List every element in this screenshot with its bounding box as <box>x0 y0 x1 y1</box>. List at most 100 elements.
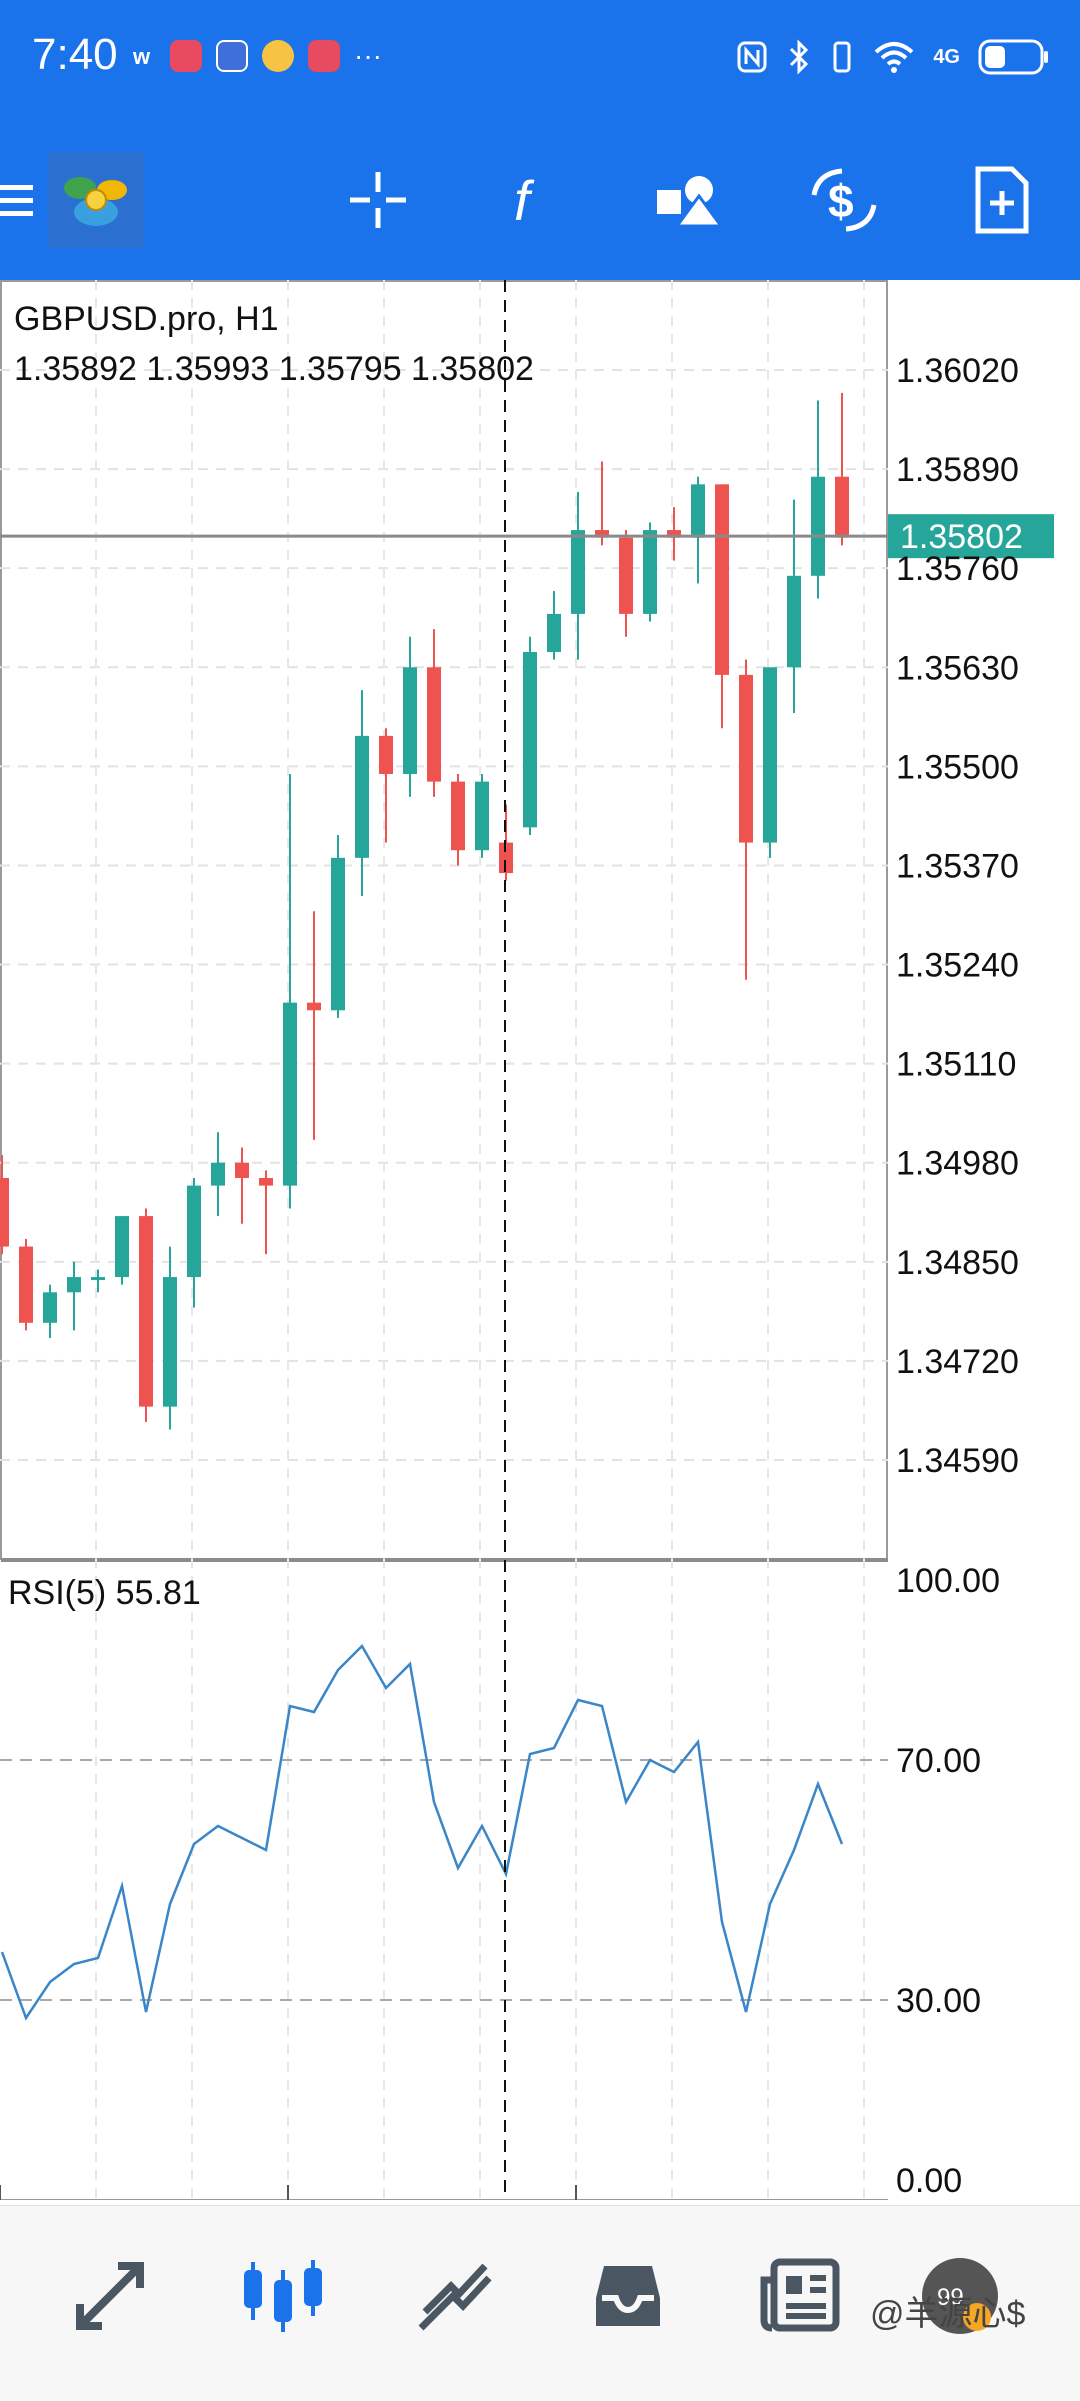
price-tick-label: 1.35890 <box>896 451 1019 489</box>
price-tick-label: 1.34590 <box>896 1442 1019 1480</box>
candle <box>235 1147 249 1224</box>
candle-body <box>523 652 537 828</box>
rsi-tick-label: 70.00 <box>896 1742 981 1780</box>
candle <box>451 773 465 866</box>
price-tick-label: 1.35240 <box>896 947 1019 985</box>
candle-body <box>43 1292 57 1323</box>
nav-messages[interactable]: 99 <box>910 2246 1010 2346</box>
price-tick-label: 1.35500 <box>896 748 1019 786</box>
candle-body <box>739 674 753 843</box>
candle-body <box>595 530 609 538</box>
huawei-app-icon-2 <box>308 40 340 72</box>
candle <box>43 1284 57 1339</box>
nfc-icon <box>737 41 767 73</box>
nav-trade[interactable] <box>405 2246 505 2346</box>
trade-icon: $ <box>811 168 877 232</box>
trade-button[interactable]: $ <box>802 158 886 242</box>
candle <box>715 484 729 729</box>
candle <box>163 1246 177 1430</box>
price-tick-label: 1.34980 <box>896 1145 1019 1183</box>
menu-button[interactable] <box>0 158 66 242</box>
rsi-tick-label: 100.00 <box>896 1562 1000 1600</box>
objects-icon <box>657 176 724 228</box>
candle <box>811 400 825 599</box>
candle <box>0 1155 9 1255</box>
nav-quotes[interactable] <box>60 2246 160 2346</box>
price-chart[interactable]: 1.35802 GBPUSD.pro, H1 1.35892 1.35993 1… <box>0 280 1080 2246</box>
candle-body <box>475 781 489 851</box>
candle-body <box>259 1177 273 1186</box>
candle-body <box>331 857 345 1011</box>
ohlc-label: 1.35892 1.35993 1.35795 1.35802 <box>14 350 534 388</box>
candle-body <box>667 530 681 538</box>
candle <box>283 773 297 1209</box>
vibrate-icon <box>833 41 851 73</box>
candle-body <box>355 735 369 858</box>
huawei-app-icon <box>170 40 202 72</box>
nav-history[interactable] <box>578 2246 678 2346</box>
new-order-icon <box>975 166 1029 234</box>
current-price-tag <box>888 514 1054 559</box>
candle-body <box>163 1277 177 1407</box>
price-tick-label: 1.35110 <box>896 1046 1016 1084</box>
candle-body <box>787 575 801 668</box>
indicator-function-icon: f <box>514 169 535 232</box>
news-icon <box>760 2258 840 2332</box>
status-time: 7:40 <box>32 30 118 79</box>
notification-icons: w ··· <box>130 40 382 72</box>
more-notifications-icon: ··· <box>354 40 382 71</box>
candle <box>403 636 417 797</box>
indicators-button[interactable]: f <box>490 158 574 242</box>
candle-body <box>499 842 513 874</box>
bluetooth-icon <box>790 39 809 75</box>
crosshair-icon <box>350 172 406 228</box>
candle-body <box>211 1162 225 1186</box>
wifi-icon <box>874 42 914 73</box>
battery-icon <box>978 39 1048 75</box>
rsi-line <box>0 1643 844 2021</box>
rsi-tick-label: 0.00 <box>896 2162 962 2200</box>
candle-body <box>811 476 825 576</box>
chart-area[interactable]: 1.35802 GBPUSD.pro, H1 1.35892 1.35993 1… <box>0 280 1080 2246</box>
rsi-indicator <box>0 1643 844 2021</box>
app-notification-icon <box>216 40 248 72</box>
rsi-label: RSI(5) 55.81 <box>8 1574 201 1612</box>
rsi-tick-label: 30.00 <box>896 1982 981 2020</box>
svg-text:f: f <box>514 169 535 232</box>
hamburger-menu-icon <box>0 185 33 216</box>
objects-button[interactable] <box>648 158 732 242</box>
crosshair-button[interactable] <box>336 158 420 242</box>
candle-body <box>0 1177 9 1247</box>
candle-body <box>139 1216 153 1407</box>
candle-body <box>91 1277 105 1281</box>
app-logo <box>48 152 144 248</box>
candle-body <box>187 1185 201 1278</box>
candle-body <box>643 530 657 614</box>
price-tick-label: 1.35630 <box>896 649 1019 687</box>
current-price-label: 1.35802 <box>900 518 1023 556</box>
candle-body <box>835 476 849 538</box>
chart-toolbar: f $ <box>0 120 1080 280</box>
candle <box>643 522 657 622</box>
candle <box>19 1238 33 1331</box>
candle <box>91 1269 105 1293</box>
nav-chart[interactable] <box>233 2246 333 2346</box>
chart-icon <box>244 2260 322 2332</box>
candle-body <box>763 667 777 843</box>
candle-body <box>115 1216 129 1278</box>
candle <box>547 591 561 660</box>
system-icons: 4G <box>735 38 1050 76</box>
candle-body <box>19 1246 33 1323</box>
weather-w-icon: w <box>132 44 151 69</box>
candle <box>427 629 441 797</box>
candle <box>139 1208 153 1422</box>
candle <box>667 507 681 561</box>
time-axis: 11 Jun 03:0011 Jun 15:0012 Jun 03:00 <box>0 2185 777 2246</box>
svg-text:99: 99 <box>937 2284 964 2311</box>
svg-text:$: $ <box>828 175 854 227</box>
candle-body <box>307 1002 321 1011</box>
nav-news[interactable] <box>750 2246 850 2346</box>
network-type-label: 4G <box>933 45 960 68</box>
new-order-button[interactable] <box>960 158 1044 242</box>
candle <box>67 1261 81 1331</box>
